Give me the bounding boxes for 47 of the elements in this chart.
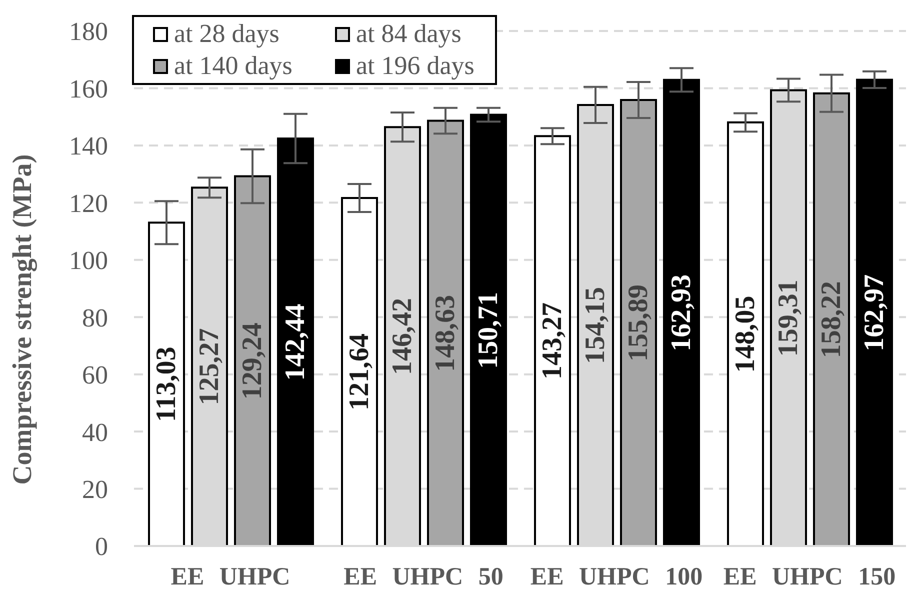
y-tick-label: 140 <box>69 132 108 161</box>
data-label: 143,27 <box>537 302 568 380</box>
bar <box>534 135 571 546</box>
bar <box>470 114 507 546</box>
y-tick-label: 160 <box>69 74 108 104</box>
y-axis-title: Compressive strenght (MPa) <box>7 154 37 485</box>
y-tick-label: 120 <box>69 188 108 218</box>
x-tick-label: EE UHPC 100 <box>530 564 703 590</box>
data-label: 148,63 <box>430 294 461 372</box>
bar <box>663 78 700 546</box>
legend-label: at 196 days <box>356 51 474 81</box>
bar <box>727 121 764 546</box>
y-tick-label: 80 <box>82 303 108 332</box>
data-label: 155,89 <box>623 284 654 362</box>
x-tick-label: EE UHPC <box>170 564 290 590</box>
bar <box>148 222 185 546</box>
y-tick-label: 40 <box>82 418 108 447</box>
data-label: 162,97 <box>859 274 890 352</box>
data-label: 154,15 <box>580 286 611 364</box>
bar <box>277 137 314 546</box>
data-label: 142,44 <box>280 304 311 381</box>
data-label: 162,93 <box>666 274 697 352</box>
x-tick-label: EE UHPC 50 <box>344 564 504 590</box>
data-label: 113,03 <box>151 346 182 422</box>
data-label: 159,31 <box>773 280 804 357</box>
y-tick-label: 180 <box>69 17 108 46</box>
data-label: 121,64 <box>344 333 375 410</box>
y-tick-label: 0 <box>95 532 108 562</box>
legend-label: at 84 days <box>356 19 462 49</box>
data-label: 146,42 <box>387 298 418 376</box>
bar <box>856 78 893 546</box>
bar <box>620 98 657 546</box>
bar <box>341 196 378 546</box>
y-tick-label: 100 <box>69 246 108 276</box>
data-label: 129,24 <box>237 322 268 400</box>
data-label: 148,05 <box>730 296 761 373</box>
data-label: 125,27 <box>194 328 225 406</box>
bar <box>813 92 850 546</box>
y-tick-label: 60 <box>82 360 108 390</box>
legend-label: at 140 days <box>174 51 292 81</box>
bar <box>234 175 271 546</box>
y-tick-label: 20 <box>82 475 108 504</box>
data-label: 158,22 <box>816 281 847 358</box>
legend-label: at 28 days <box>174 19 280 49</box>
data-label: 150,71 <box>473 292 504 369</box>
bar <box>427 120 464 546</box>
x-tick-label: EE UHPC 150 <box>723 564 896 590</box>
